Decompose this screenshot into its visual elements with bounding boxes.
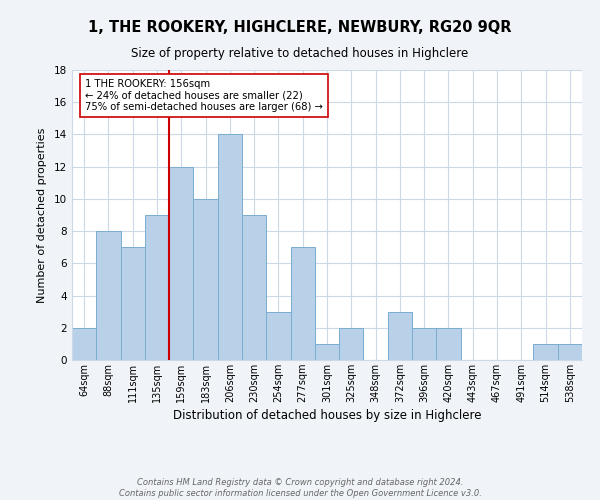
Text: 1, THE ROOKERY, HIGHCLERE, NEWBURY, RG20 9QR: 1, THE ROOKERY, HIGHCLERE, NEWBURY, RG20… bbox=[88, 20, 512, 35]
Bar bbox=[533, 344, 558, 360]
Bar bbox=[96, 231, 121, 360]
X-axis label: Distribution of detached houses by size in Highclere: Distribution of detached houses by size … bbox=[173, 409, 481, 422]
Bar bbox=[121, 247, 145, 360]
Bar bbox=[315, 344, 339, 360]
Bar bbox=[266, 312, 290, 360]
Bar bbox=[339, 328, 364, 360]
Bar bbox=[436, 328, 461, 360]
Bar bbox=[290, 247, 315, 360]
Bar bbox=[558, 344, 582, 360]
Bar bbox=[242, 215, 266, 360]
Text: 1 THE ROOKERY: 156sqm
← 24% of detached houses are smaller (22)
75% of semi-deta: 1 THE ROOKERY: 156sqm ← 24% of detached … bbox=[85, 79, 323, 112]
Bar bbox=[218, 134, 242, 360]
Bar bbox=[169, 166, 193, 360]
Y-axis label: Number of detached properties: Number of detached properties bbox=[37, 128, 47, 302]
Bar bbox=[412, 328, 436, 360]
Bar bbox=[72, 328, 96, 360]
Text: Contains HM Land Registry data © Crown copyright and database right 2024.
Contai: Contains HM Land Registry data © Crown c… bbox=[119, 478, 481, 498]
Bar bbox=[388, 312, 412, 360]
Bar bbox=[193, 199, 218, 360]
Bar bbox=[145, 215, 169, 360]
Text: Size of property relative to detached houses in Highclere: Size of property relative to detached ho… bbox=[131, 48, 469, 60]
